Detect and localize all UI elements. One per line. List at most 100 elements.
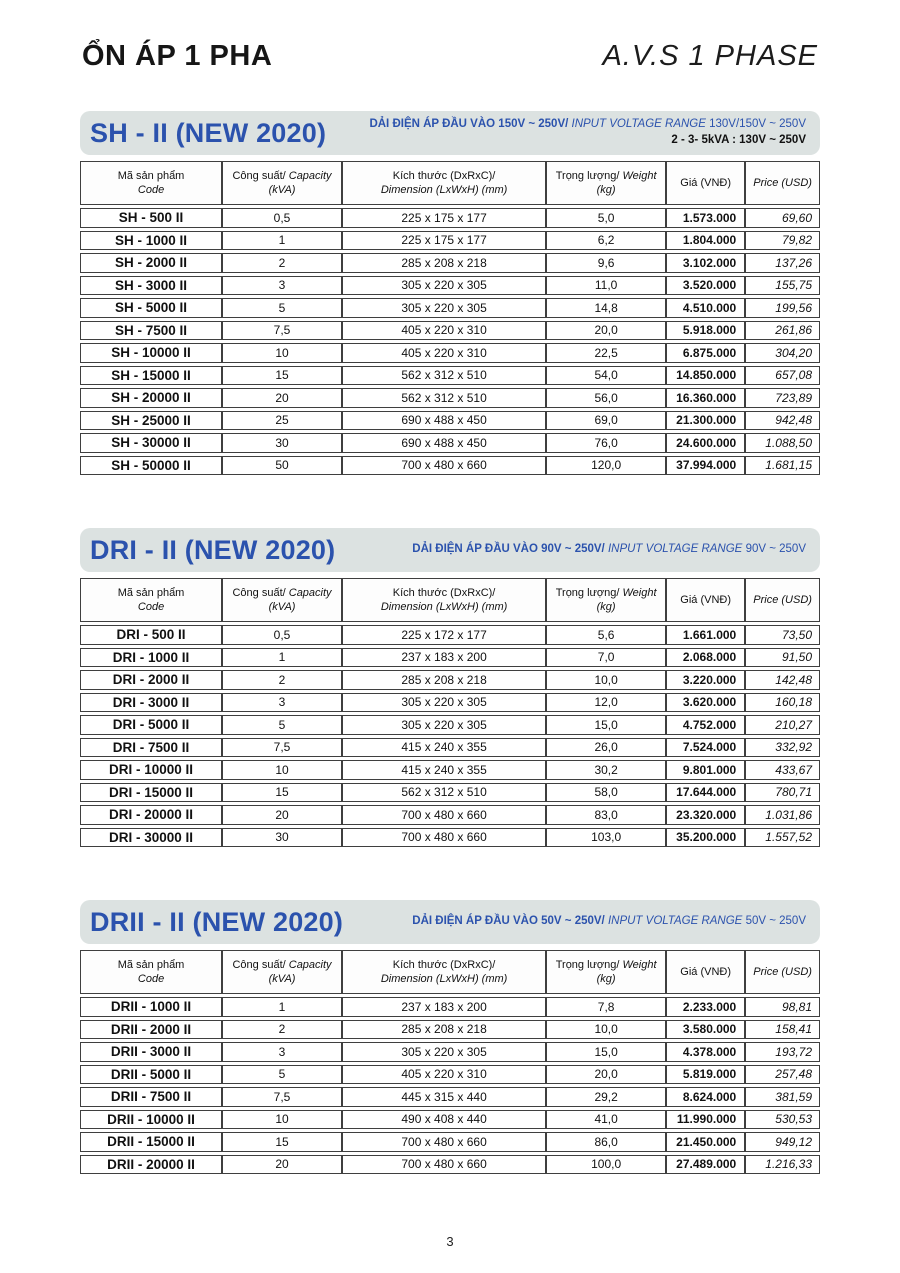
input-voltage-range: DẢI ĐIỆN ÁP ĐẦU VÀO 150V ~ 250V/ INPUT V…: [369, 117, 806, 133]
cell-price-vnd: 3.220.000: [666, 670, 746, 690]
cell-price-vnd: 4.752.000: [666, 715, 746, 735]
cell-price-vnd: 35.200.000: [666, 827, 746, 847]
cell-price-usd: 261,86: [745, 320, 820, 340]
cell-weight: 103,0: [546, 827, 667, 847]
cell-dimension: 305 x 220 x 305: [341, 275, 547, 295]
cell-capacity: 3: [222, 692, 342, 712]
cell-capacity: 7,5: [222, 737, 342, 757]
cell-price-vnd: 9.801.000: [666, 760, 746, 780]
cell-dimension: 225 x 175 x 177: [341, 208, 547, 228]
cell-capacity: 20: [222, 805, 342, 825]
cell-dimension: 225 x 175 x 177: [341, 230, 547, 250]
cell-weight: 20,0: [546, 1064, 667, 1084]
table-row: DRII - 15000 II 15 700 x 480 x 660 86,0 21.4…: [80, 1132, 820, 1152]
cell-capacity: 5: [222, 715, 342, 735]
header-weight: Trọng lượng/ Weight (kg): [546, 578, 667, 622]
table-row: DRII - 20000 II 20 700 x 480 x 660 100,0 27.…: [80, 1154, 820, 1174]
cell-weight: 58,0: [546, 782, 667, 802]
cell-price-vnd: 5.819.000: [666, 1064, 746, 1084]
cell-dimension: 415 x 240 x 355: [341, 737, 547, 757]
cell-dimension: 405 x 220 x 310: [341, 1064, 547, 1084]
cell-price-vnd: 3.580.000: [666, 1019, 746, 1039]
table-row: DRI - 7500 II 7,5 415 x 240 x 355 26,0 7.524…: [80, 737, 820, 757]
cell-code: DRII - 5000 II: [80, 1064, 223, 1084]
cell-dimension: 285 x 208 x 218: [341, 1019, 547, 1039]
cell-price-usd: 91,50: [745, 647, 820, 667]
table-header-row: Mã sản phẩm Code Công suất/ Capacity (kVA)…: [80, 950, 820, 994]
cell-code: DRI - 1000 II: [80, 647, 223, 667]
cell-capacity: 30: [222, 827, 342, 847]
table-row: DRI - 10000 II 10 415 x 240 x 355 30,2 9.801…: [80, 760, 820, 780]
cell-code: SH - 7500 II: [80, 320, 223, 340]
cell-weight: 69,0: [546, 410, 667, 430]
cell-dimension: 700 x 480 x 660: [341, 805, 547, 825]
cell-dimension: 562 x 312 x 510: [341, 388, 547, 408]
cell-price-usd: 257,48: [745, 1064, 820, 1084]
cell-weight: 83,0: [546, 805, 667, 825]
range-note: 2 - 3- 5kVA : 130V ~ 250V: [671, 134, 806, 146]
table-row: SH - 2000 II 2 285 x 208 x 218 9,6 3.102.000…: [80, 253, 820, 273]
cell-code: SH - 30000 II: [80, 433, 223, 453]
cell-dimension: 305 x 220 x 305: [341, 692, 547, 712]
cell-dimension: 285 x 208 x 218: [341, 670, 547, 690]
cell-weight: 120,0: [546, 455, 667, 475]
cell-dimension: 237 x 183 x 200: [341, 997, 547, 1017]
range-value: 90V ~ 250V: [745, 543, 806, 556]
range-value: 50V ~ 250V: [745, 915, 806, 928]
cell-dimension: 237 x 183 x 200: [341, 647, 547, 667]
cell-price-usd: 723,89: [745, 388, 820, 408]
cell-code: SH - 15000 II: [80, 365, 223, 385]
cell-weight: 10,0: [546, 670, 667, 690]
cell-capacity: 1: [222, 997, 342, 1017]
cell-price-usd: 1.681,15: [745, 455, 820, 475]
cell-price-vnd: 2.068.000: [666, 647, 746, 667]
cell-price-vnd: 5.918.000: [666, 320, 746, 340]
cell-dimension: 700 x 480 x 660: [341, 1132, 547, 1152]
cell-weight: 7,0: [546, 647, 667, 667]
cell-price-usd: 657,08: [745, 365, 820, 385]
table-row: SH - 1000 II 1 225 x 175 x 177 6,2 1.804.000…: [80, 230, 820, 250]
cell-dimension: 700 x 480 x 660: [341, 1154, 547, 1174]
cell-price-usd: 1.216,33: [745, 1154, 820, 1174]
cell-dimension: 700 x 480 x 660: [341, 455, 547, 475]
cell-capacity: 10: [222, 343, 342, 363]
cell-capacity: 5: [222, 298, 342, 318]
cell-code: DRI - 15000 II: [80, 782, 223, 802]
cell-code: SH - 50000 II: [80, 455, 223, 475]
cell-code: SH - 25000 II: [80, 410, 223, 430]
cell-dimension: 700 x 480 x 660: [341, 827, 547, 847]
cell-weight: 20,0: [546, 320, 667, 340]
cell-capacity: 25: [222, 410, 342, 430]
table-row: DRI - 5000 II 5 305 x 220 x 305 15,0 4.752.0…: [80, 715, 820, 735]
header-code: Mã sản phẩm Code: [80, 161, 223, 205]
cell-price-vnd: 3.102.000: [666, 253, 746, 273]
table-row: DRI - 2000 II 2 285 x 208 x 218 10,0 3.220.0…: [80, 670, 820, 690]
table-row: DRI - 500 II 0,5 225 x 172 x 177 5,6 1.661.0…: [80, 625, 820, 645]
cell-price-usd: 949,12: [745, 1132, 820, 1152]
table-row: DRII - 2000 II 2 285 x 208 x 218 10,0 3.580.…: [80, 1019, 820, 1039]
table-row: SH - 15000 II 15 562 x 312 x 510 54,0 14.850…: [80, 365, 820, 385]
cell-weight: 15,0: [546, 1042, 667, 1062]
cell-dimension: 445 x 315 x 440: [341, 1087, 547, 1107]
page-title-vietnamese: ỔN ÁP 1 PHA: [82, 40, 273, 72]
cell-price-usd: 73,50: [745, 625, 820, 645]
cell-dimension: 405 x 220 x 310: [341, 343, 547, 363]
cell-price-usd: 193,72: [745, 1042, 820, 1062]
table-header-row: Mã sản phẩm Code Công suất/ Capacity (kVA)…: [80, 161, 820, 205]
cell-code: DRI - 7500 II: [80, 737, 223, 757]
cell-price-usd: 332,92: [745, 737, 820, 757]
cell-weight: 11,0: [546, 275, 667, 295]
cell-capacity: 3: [222, 1042, 342, 1062]
cell-price-usd: 199,56: [745, 298, 820, 318]
cell-price-usd: 381,59: [745, 1087, 820, 1107]
table-row: DRI - 20000 II 20 700 x 480 x 660 83,0 23.32…: [80, 805, 820, 825]
table-row: SH - 50000 II 50 700 x 480 x 660 120,0 37.99…: [80, 455, 820, 475]
cell-code: SH - 2000 II: [80, 253, 223, 273]
cell-code: DRI - 2000 II: [80, 670, 223, 690]
cell-price-vnd: 4.510.000: [666, 298, 746, 318]
cell-capacity: 30: [222, 433, 342, 453]
table-row: DRI - 15000 II 15 562 x 312 x 510 58,0 17.64…: [80, 782, 820, 802]
cell-code: DRII - 2000 II: [80, 1019, 223, 1039]
cell-price-vnd: 16.360.000: [666, 388, 746, 408]
cell-price-usd: 433,67: [745, 760, 820, 780]
